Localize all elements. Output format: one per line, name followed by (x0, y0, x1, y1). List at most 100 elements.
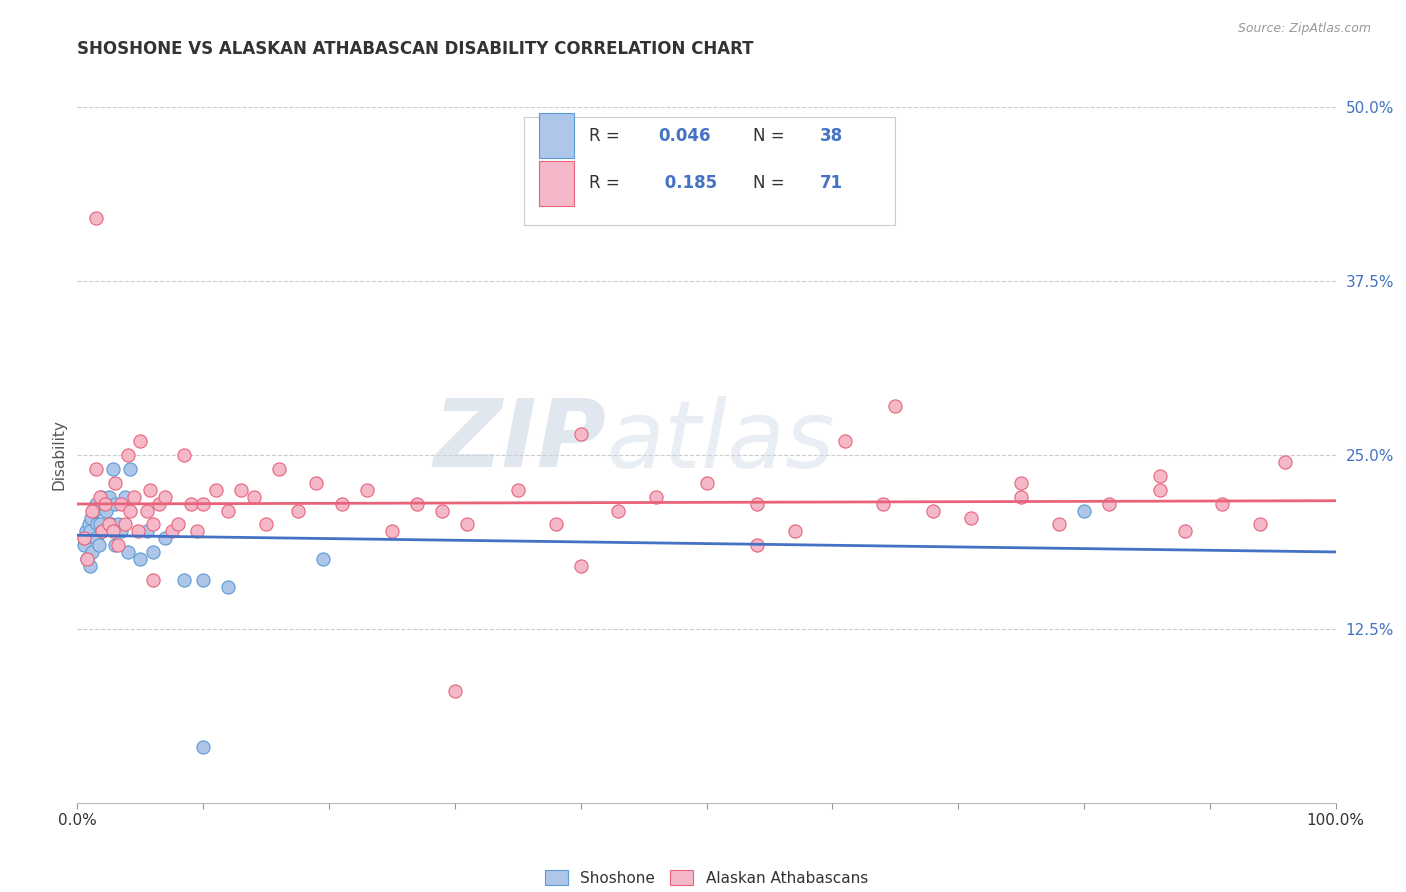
Text: R =: R = (589, 174, 626, 193)
Point (117, 545, 139, 559)
Point (1274, 455, 1296, 469)
Point (83, 503, 105, 517)
Point (1211, 497, 1233, 511)
Point (114, 490, 136, 504)
Legend: Shoshone, Alaskan Athabascans: Shoshone, Alaskan Athabascans (546, 870, 868, 886)
Point (84, 211, 107, 226)
Point (381, 524, 404, 539)
Point (167, 517, 190, 532)
Point (155, 532, 177, 546)
Point (72, 532, 94, 546)
Point (110, 497, 132, 511)
Y-axis label: Disability: Disability (51, 419, 66, 491)
Point (312, 552, 335, 566)
Point (135, 503, 157, 517)
Bar (538, 113, 575, 159)
Point (79, 559, 101, 574)
Point (80, 510, 103, 524)
Point (569, 559, 592, 574)
Point (884, 399, 907, 413)
Point (1073, 503, 1095, 517)
Point (89, 490, 111, 504)
Point (217, 580, 239, 594)
Text: 38: 38 (820, 127, 842, 145)
Point (330, 497, 353, 511)
Point (1010, 475, 1032, 490)
Point (129, 434, 152, 448)
Point (101, 462, 124, 476)
Point (76, 552, 98, 566)
Text: Source: ZipAtlas.com: Source: ZipAtlas.com (1237, 22, 1371, 36)
Point (117, 448, 139, 462)
Point (645, 490, 668, 504)
Point (129, 552, 152, 566)
Point (191, 573, 215, 587)
Text: 71: 71 (820, 174, 842, 193)
Point (107, 517, 129, 532)
Point (75, 524, 97, 539)
Point (1098, 497, 1121, 511)
Point (87, 538, 110, 552)
Point (90, 490, 112, 504)
Point (104, 538, 127, 552)
Point (160, 524, 183, 539)
Point (107, 538, 129, 552)
Text: N =: N = (754, 127, 790, 145)
Point (135, 524, 157, 539)
Point (959, 510, 981, 524)
Point (229, 483, 252, 497)
Point (180, 497, 202, 511)
Point (696, 475, 718, 490)
Point (72, 538, 94, 552)
Point (79, 524, 101, 539)
Point (305, 475, 328, 490)
Point (254, 517, 277, 532)
Point (86, 517, 108, 532)
Point (544, 517, 567, 532)
Point (104, 497, 127, 511)
Point (120, 503, 142, 517)
Point (120, 462, 142, 476)
Point (96, 503, 118, 517)
Point (191, 497, 215, 511)
Text: R =: R = (589, 127, 626, 145)
Point (84, 497, 107, 511)
Point (191, 740, 215, 755)
Point (155, 490, 177, 504)
Text: 0.046: 0.046 (658, 127, 711, 145)
Point (186, 524, 208, 539)
Point (506, 483, 529, 497)
Point (267, 462, 290, 476)
Text: 0.185: 0.185 (658, 174, 717, 193)
Point (139, 483, 162, 497)
Point (356, 483, 378, 497)
Point (142, 517, 165, 532)
Point (432, 503, 454, 517)
Point (444, 684, 467, 698)
Point (142, 573, 165, 587)
Text: atlas: atlas (606, 395, 834, 486)
Text: SHOSHONE VS ALASKAN ATHABASCAN DISABILITY CORRELATION CHART: SHOSHONE VS ALASKAN ATHABASCAN DISABILIT… (77, 40, 754, 58)
Point (242, 490, 264, 504)
Point (91, 524, 114, 539)
Text: ZIP: ZIP (433, 395, 606, 487)
Text: N =: N = (754, 174, 790, 193)
Point (148, 497, 170, 511)
Point (114, 517, 136, 532)
Point (97, 517, 120, 532)
Point (569, 427, 592, 442)
Point (77, 517, 100, 532)
Point (745, 497, 768, 511)
Point (456, 517, 478, 532)
Point (1149, 483, 1171, 497)
Point (82, 503, 104, 517)
Point (607, 503, 630, 517)
Point (97, 490, 120, 504)
Point (94, 497, 117, 511)
Point (217, 503, 239, 517)
Point (173, 573, 195, 587)
Point (82, 545, 104, 559)
Bar (538, 161, 575, 206)
Point (745, 538, 768, 552)
FancyBboxPatch shape (524, 118, 896, 226)
